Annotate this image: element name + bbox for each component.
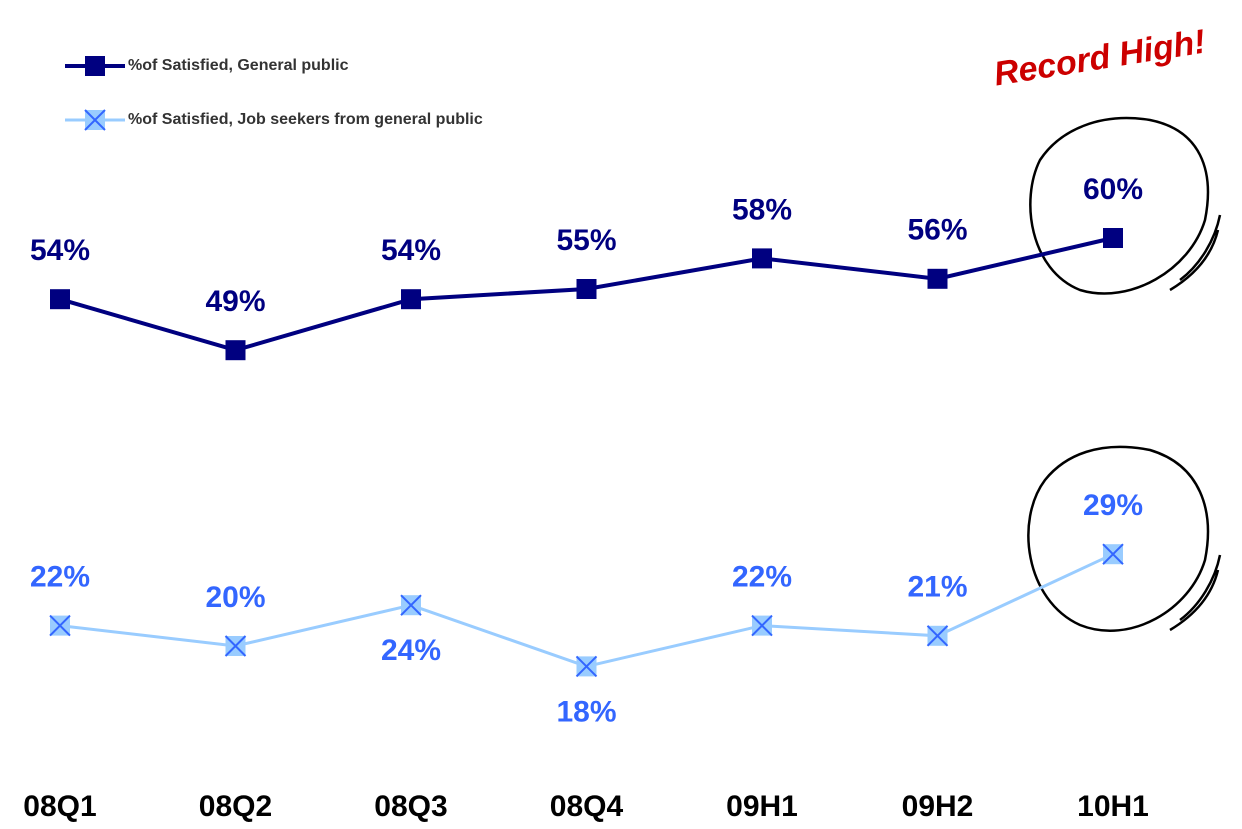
x-tick-label: 08Q1	[23, 790, 96, 823]
data-label: 60%	[1083, 173, 1143, 206]
marker	[401, 289, 421, 309]
legend-marker	[85, 110, 105, 130]
legend-label: %of Satisfied, General public	[128, 57, 349, 74]
x-tick-label: 08Q3	[374, 790, 447, 823]
marker	[1103, 228, 1123, 248]
data-label: 56%	[907, 214, 967, 247]
legend-marker	[85, 56, 105, 76]
x-tick-label: 09H2	[902, 790, 974, 823]
data-label: 18%	[556, 695, 616, 728]
data-label: 58%	[732, 193, 792, 226]
marker	[50, 616, 70, 636]
marker	[401, 595, 421, 615]
data-label: 54%	[30, 234, 90, 267]
data-label: 21%	[907, 571, 967, 604]
marker	[1103, 544, 1123, 564]
annotation: Record High!	[991, 23, 1208, 94]
marker	[928, 626, 948, 646]
data-label: 22%	[30, 561, 90, 594]
data-label: 22%	[732, 561, 792, 594]
data-label: 55%	[556, 224, 616, 257]
marker	[577, 656, 597, 676]
marker	[226, 340, 246, 360]
chart: Record High! 08Q1 08Q2 08Q3 08Q4 09H1 09H2 10H…	[0, 0, 1242, 829]
data-label: 24%	[381, 634, 441, 667]
data-label: 49%	[205, 285, 265, 318]
x-tick-label: 09H1	[726, 790, 798, 823]
marker	[577, 279, 597, 299]
marker	[752, 248, 772, 268]
data-label: 29%	[1083, 489, 1143, 522]
marker	[752, 616, 772, 636]
marker	[50, 289, 70, 309]
marker	[226, 636, 246, 656]
marker	[928, 269, 948, 289]
x-tick-label: 08Q2	[199, 790, 272, 823]
x-tick-label: 08Q4	[550, 790, 624, 823]
data-label: 20%	[205, 581, 265, 614]
data-label: 54%	[381, 234, 441, 267]
highlight-loop	[1028, 447, 1220, 631]
legend-label: %of Satisfied, Job seekers from general …	[128, 111, 483, 128]
x-tick-label: 10H1	[1077, 790, 1149, 823]
